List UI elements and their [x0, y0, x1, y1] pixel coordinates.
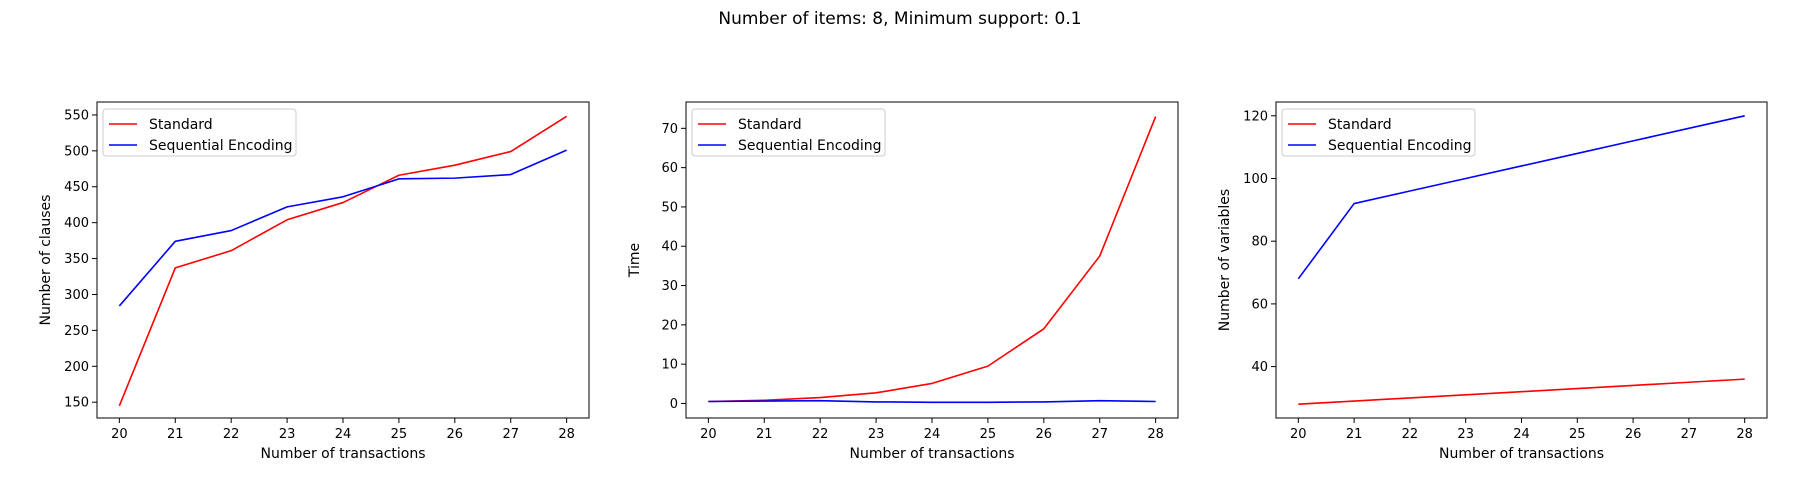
y-tick-label: 150	[64, 396, 89, 411]
y-tick-label: 80	[1251, 235, 1268, 250]
x-axis-label: Number of transactions	[849, 446, 1014, 462]
legend-label: Sequential Encoding	[738, 138, 882, 154]
series-line-sequential-encoding	[118, 149, 567, 307]
x-tick-label: 20	[111, 427, 128, 442]
x-tick-label: 27	[1681, 427, 1698, 442]
legend: Standard Sequential Encoding	[1281, 108, 1476, 157]
x-tick-label: 24	[924, 427, 941, 442]
y-tick-label: 500	[64, 144, 89, 159]
series-line-sequential-encoding	[1297, 115, 1745, 280]
legend-label: Standard	[738, 117, 802, 133]
x-tick-label: 21	[1346, 427, 1363, 442]
x-tick-label: 27	[1091, 427, 1108, 442]
series-line-standard	[708, 116, 1157, 403]
y-axis-label: Time	[627, 243, 643, 278]
x-tick-label: 28	[1736, 427, 1753, 442]
x-tick-label: 22	[812, 427, 829, 442]
chart-panel-2: 20 21 22 23 24 25 26 27 28 0 10 20 30 40 50 60 70 Number …	[627, 101, 1179, 462]
x-tick-label: 28	[558, 427, 575, 442]
x-tick-label: 21	[756, 427, 773, 442]
series-line-sequential-encoding	[708, 399, 1156, 404]
y-tick-label: 60	[661, 161, 678, 176]
y-tick-label: 50	[661, 200, 678, 215]
x-tick-label: 23	[279, 427, 296, 442]
x-axis-label: Number of transactions	[1439, 446, 1604, 462]
x-tick-label: 25	[1569, 427, 1586, 442]
x-tick-label: 24	[335, 427, 352, 442]
x-tick-label: 26	[1036, 427, 1053, 442]
figure-title: Number of items: 8, Minimum support: 0.1	[718, 9, 1081, 29]
y-tick-label: 40	[661, 240, 678, 255]
y-tick-label: 20	[661, 318, 678, 333]
y-tick-label: 450	[64, 180, 89, 195]
y-tick-label: 10	[661, 358, 678, 373]
y-tick-label: 350	[64, 252, 89, 267]
x-axis-label: Number of transactions	[260, 446, 425, 462]
y-tick-label: 30	[661, 279, 678, 294]
series-line-standard	[1298, 378, 1745, 406]
legend-box	[102, 108, 297, 157]
legend-box	[691, 108, 886, 157]
x-tick-label: 20	[1290, 427, 1307, 442]
x-tick-label: 26	[447, 427, 464, 442]
y-tick-label: 300	[64, 288, 89, 303]
y-tick-label: 200	[64, 360, 89, 375]
y-tick-label: 70	[661, 122, 678, 137]
y-axis-label: Number of variables	[1217, 189, 1233, 331]
legend-label: Sequential Encoding	[149, 138, 293, 154]
series-line-standard	[118, 115, 568, 407]
chart-panel-3: 20 21 22 23 24 25 26 27 28 40 60 80 100 120 Number of …	[1217, 101, 1768, 462]
y-tick-label: 250	[64, 324, 89, 339]
y-tick-label: 120	[1243, 109, 1268, 124]
legend: Standard Sequential Encoding	[691, 108, 886, 157]
x-tick-label: 25	[391, 427, 408, 442]
x-tick-label: 24	[1513, 427, 1530, 442]
x-tick-label: 25	[980, 427, 997, 442]
y-tick-label: 550	[64, 108, 89, 123]
y-tick-label: 40	[1251, 360, 1268, 375]
legend-label: Standard	[1328, 117, 1392, 133]
x-tick-label: 27	[502, 427, 519, 442]
x-tick-label: 23	[1457, 427, 1474, 442]
x-tick-label: 23	[868, 427, 885, 442]
y-tick-label: 100	[1243, 172, 1268, 187]
x-tick-label: 26	[1625, 427, 1642, 442]
legend-box	[1281, 108, 1476, 157]
legend: Standard Sequential Encoding	[102, 108, 297, 157]
legend-label: Sequential Encoding	[1328, 138, 1472, 154]
x-tick-label: 22	[1402, 427, 1419, 442]
y-tick-label: 60	[1251, 297, 1268, 312]
x-tick-label: 28	[1147, 427, 1164, 442]
y-axis-label: Number of clauses	[38, 195, 54, 326]
y-tick-label: 400	[64, 216, 89, 231]
y-tick-label: 0	[670, 397, 678, 412]
x-tick-label: 20	[700, 427, 717, 442]
chart-panel-1: 20 21 22 23 24 25 26 27 28 150 200 250 300 350 400 450 5…	[38, 101, 590, 462]
legend-label: Standard	[149, 117, 213, 133]
x-tick-label: 22	[223, 427, 240, 442]
x-tick-label: 21	[167, 427, 184, 442]
